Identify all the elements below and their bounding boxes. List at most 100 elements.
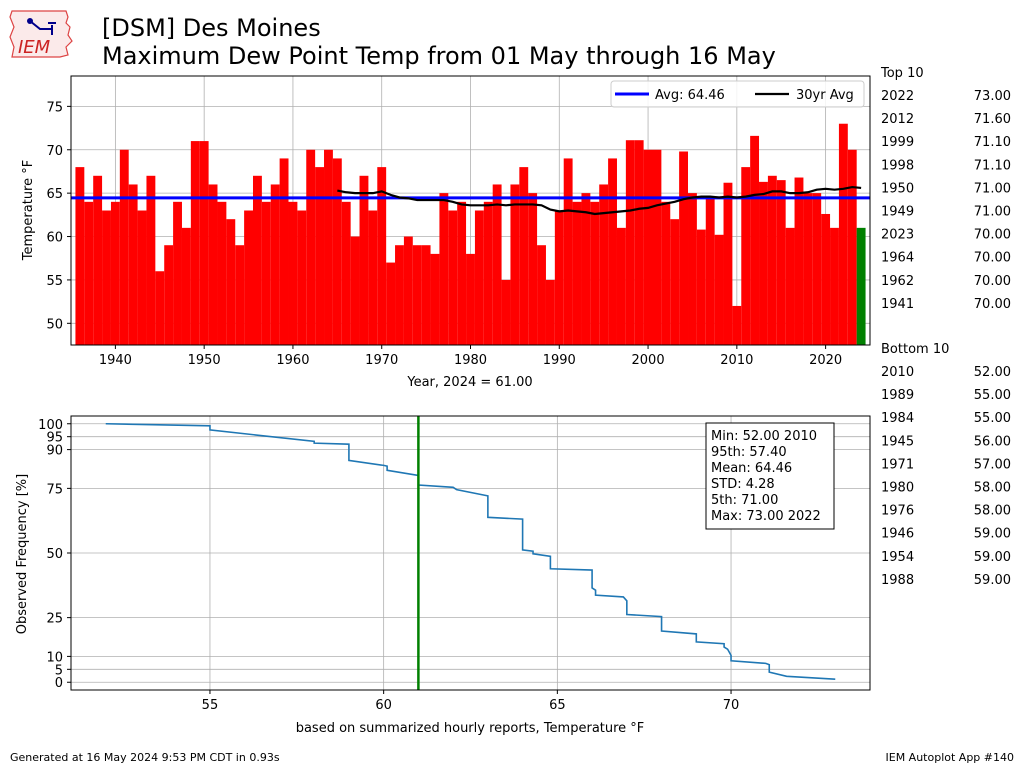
bar-1976 [430, 253, 440, 345]
bottom10-year: 1976 [881, 504, 914, 519]
bar-1999 [634, 140, 644, 345]
bar-1955 [244, 210, 253, 345]
legend: Avg: 64.46 30yr Avg [610, 80, 865, 108]
bottom10-value: 58.00 [974, 504, 1011, 519]
bar-1956 [252, 175, 262, 345]
rank-table: Top 10 2022 73.00 2012 71.60 1999 71.10 1998 71.… [880, 66, 1011, 588]
legend-box [610, 80, 865, 108]
bar-1961 [297, 210, 307, 345]
bar-1971 [386, 262, 396, 345]
bar-1990 [554, 210, 564, 345]
top10-value: 71.00 [974, 205, 1011, 220]
bottom-x-tick-label: 60 [375, 698, 392, 713]
footer-generated: Generated at 16 May 2024 9:53 PM CDT in … [10, 751, 280, 764]
bottom10-year: 1946 [881, 527, 914, 542]
top10-value: 71.00 [974, 181, 1011, 196]
bar-1967 [350, 236, 360, 345]
bar-1970 [377, 167, 387, 345]
bar-1994 [590, 201, 600, 345]
bottom-x-axis-label: based on summarized hourly reports, Temp… [296, 721, 645, 736]
bar-1980 [466, 253, 475, 345]
top10-year: 1999 [881, 135, 914, 150]
bar-2017 [794, 177, 804, 345]
legend-label-avg30: 30yr Avg [796, 88, 854, 103]
bottom10-year: 1989 [881, 388, 914, 403]
stats-line: Mean: 64.46 [711, 461, 792, 476]
bottom10-value: 52.00 [974, 365, 1011, 380]
stats-line: 5th: 71.00 [711, 493, 778, 508]
bottom10-value: 55.00 [974, 411, 1011, 426]
bar-1978 [448, 210, 458, 345]
bar-1960 [288, 201, 298, 345]
top10-value: 71.60 [974, 112, 1011, 127]
top-x-tick-label: 1990 [543, 353, 576, 368]
top10-header: Top 10 [880, 66, 924, 81]
bar-2006 [696, 229, 706, 345]
bar-1991 [563, 158, 573, 345]
bar-1965 [332, 158, 342, 345]
bottom10-header: Bottom 10 [881, 342, 949, 357]
bar-2018 [803, 193, 813, 345]
top-x-tick-label: 2000 [632, 353, 665, 368]
bar-1957 [261, 201, 271, 345]
bar-1949 [190, 141, 200, 345]
bar-1942 [128, 184, 138, 345]
bottom-y-tick-label: 100 [38, 418, 63, 433]
bar-1938 [93, 175, 103, 345]
bar-1950 [199, 141, 209, 345]
bar-2021 [830, 227, 839, 345]
top10-value: 70.00 [974, 228, 1011, 243]
bar-1989 [545, 279, 555, 345]
bar-1958 [270, 184, 280, 345]
bottom10-year: 1988 [881, 573, 914, 588]
bar-1937 [84, 201, 94, 345]
logo-text: IEM [18, 37, 51, 58]
top-y-tick-label: 60 [46, 231, 63, 246]
bar-1944 [146, 175, 156, 345]
top10-year: 2023 [881, 228, 914, 243]
bar-2013 [759, 181, 768, 345]
bottom10-value: 55.00 [974, 388, 1011, 403]
top-y-tick-label: 50 [46, 317, 63, 332]
bar-1985 [510, 184, 520, 345]
top10-year: 2022 [881, 89, 914, 104]
bar-1954 [235, 245, 245, 345]
top-y-tick-label: 70 [46, 144, 63, 159]
bar-2014 [767, 175, 777, 345]
bar-2002 [661, 201, 671, 345]
bottom-x-tick-label: 55 [202, 698, 219, 713]
bar-2010 [732, 305, 742, 345]
bar-1951 [208, 184, 218, 345]
bar-2005 [688, 193, 697, 345]
bar-2019 [812, 193, 822, 345]
stats-line: 95th: 57.40 [711, 445, 787, 460]
bar-1953 [226, 219, 236, 345]
top-x-tick-label: 1960 [276, 353, 309, 368]
bar-1981 [474, 210, 484, 345]
bar-1993 [581, 193, 591, 345]
bar-1945 [155, 271, 165, 345]
top10-year: 1941 [881, 297, 914, 312]
bottom10-value: 59.00 [974, 527, 1011, 542]
bar-1974 [412, 245, 422, 345]
bar-1941 [119, 149, 129, 345]
bar-2001 [652, 149, 662, 345]
bar-1940 [110, 201, 120, 345]
bottom10-year: 1980 [881, 481, 914, 496]
top10-value: 70.00 [974, 251, 1011, 266]
bar-2000 [643, 149, 653, 345]
chart-subtitle: Maximum Dew Point Temp from 01 May throu… [102, 42, 776, 70]
bar-1982 [483, 201, 493, 345]
bar-1992 [572, 201, 582, 345]
bar-1996 [608, 158, 617, 345]
bar-2004 [679, 151, 689, 345]
bar-1952 [217, 201, 227, 345]
bottom10-value: 56.00 [974, 434, 1011, 449]
bar-1962 [306, 149, 316, 345]
iem-logo: IEM [8, 7, 74, 63]
bottom-x-tick-label: 70 [723, 698, 740, 713]
footer-app: IEM Autoplot App #140 [885, 751, 1015, 764]
bar-1987 [528, 193, 538, 345]
